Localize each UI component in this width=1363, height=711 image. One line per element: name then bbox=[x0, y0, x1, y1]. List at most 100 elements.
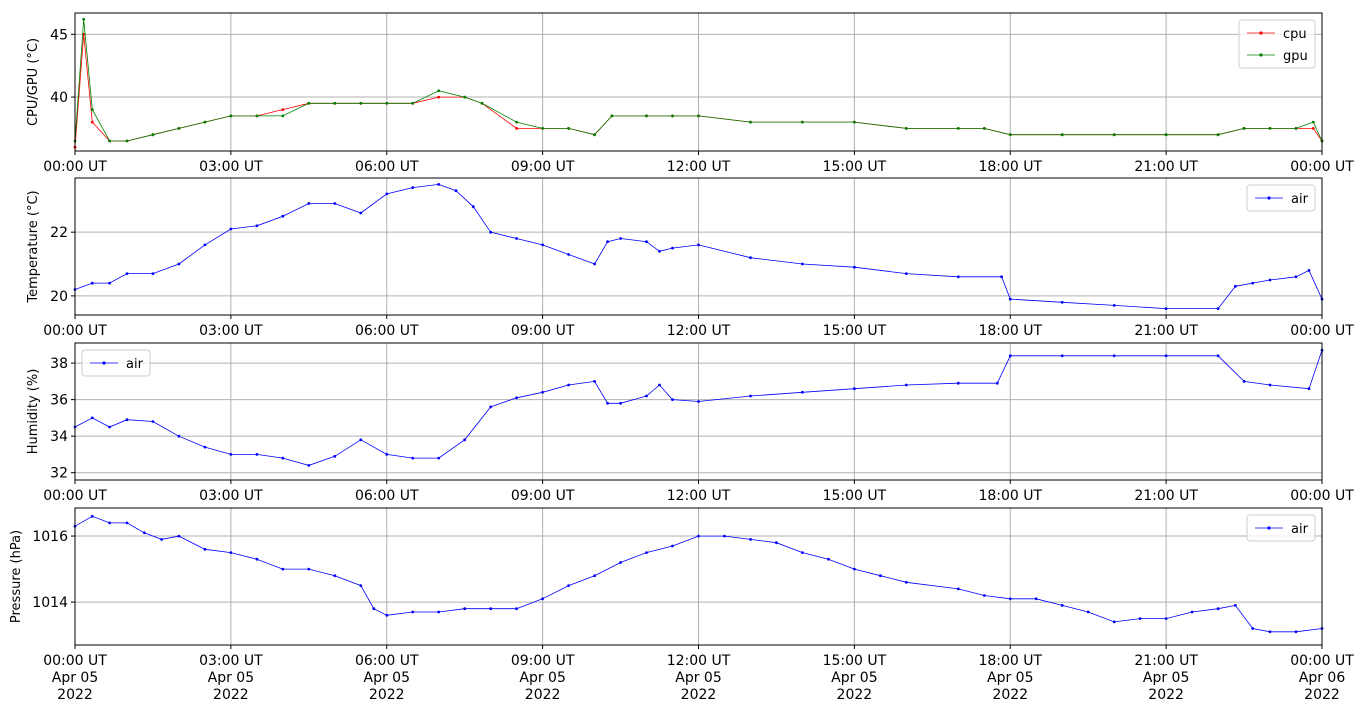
data-point-air bbox=[454, 189, 458, 193]
x-year-label: 2022 bbox=[369, 687, 405, 703]
data-point-air bbox=[593, 262, 596, 266]
data-point-gpu bbox=[82, 17, 86, 21]
legend-marker-cpu bbox=[1259, 31, 1263, 35]
x-tick-label: 00:00 UT bbox=[43, 653, 107, 669]
x-tick-label: 12:00 UT bbox=[667, 488, 731, 504]
data-point-gpu bbox=[281, 114, 285, 118]
data-point-air bbox=[203, 243, 207, 247]
data-point-air bbox=[749, 256, 752, 260]
data-point-air bbox=[995, 381, 999, 385]
data-point-air bbox=[281, 214, 285, 218]
data-point-air bbox=[151, 272, 155, 275]
data-point-air bbox=[1294, 275, 1298, 279]
data-point-air bbox=[1216, 354, 1220, 358]
data-point-air bbox=[1190, 610, 1194, 614]
data-point-air bbox=[541, 390, 544, 394]
data-point-gpu bbox=[1311, 120, 1315, 124]
data-point-air bbox=[142, 531, 146, 535]
data-point-air bbox=[125, 521, 129, 525]
data-point-air bbox=[567, 584, 570, 587]
x-date-label: Apr 05 bbox=[519, 670, 565, 686]
data-point-air bbox=[1112, 304, 1116, 307]
data-point-cpu bbox=[515, 126, 518, 130]
data-point-air bbox=[385, 613, 389, 617]
data-point-air bbox=[385, 192, 389, 196]
x-year-label: 2022 bbox=[57, 687, 93, 703]
data-point-air bbox=[1234, 604, 1237, 607]
data-point-air bbox=[437, 610, 441, 614]
data-point-gpu bbox=[801, 120, 804, 124]
x-year-label: 2022 bbox=[992, 687, 1028, 703]
x-tick-label: 21:00 UT bbox=[1134, 159, 1198, 175]
data-point-air bbox=[1268, 278, 1272, 282]
data-point-air bbox=[697, 534, 700, 538]
data-point-air bbox=[904, 383, 908, 387]
legend: cpu gpu bbox=[1238, 19, 1316, 69]
data-point-air bbox=[1164, 354, 1168, 358]
x-tick-label: 18:00 UT bbox=[978, 159, 1042, 175]
data-point-gpu bbox=[177, 126, 181, 130]
data-point-air bbox=[90, 514, 94, 518]
x-tick-label: 15:00 UT bbox=[823, 159, 887, 175]
x-year-label: 2022 bbox=[681, 687, 717, 703]
data-point-air bbox=[606, 401, 609, 405]
data-point-air bbox=[853, 387, 856, 391]
x-tick-label: 15:00 UT bbox=[823, 488, 887, 504]
data-point-gpu bbox=[1060, 133, 1064, 137]
data-point-air bbox=[307, 567, 311, 571]
legend-label-air: air bbox=[1291, 522, 1309, 537]
x-date-label: Apr 05 bbox=[675, 670, 721, 686]
data-point-gpu bbox=[982, 126, 986, 130]
x-tick-label: 09:00 UT bbox=[511, 159, 575, 175]
x-date-label: Apr 05 bbox=[831, 670, 877, 686]
x-tick-label: 18:00 UT bbox=[978, 653, 1042, 669]
data-point-air bbox=[1268, 383, 1272, 387]
x-year-label: 2022 bbox=[213, 687, 249, 703]
data-point-cpu bbox=[90, 120, 94, 124]
data-point-gpu bbox=[515, 120, 518, 124]
data-point-air bbox=[1086, 610, 1090, 614]
data-point-air bbox=[203, 547, 207, 551]
data-point-air bbox=[541, 243, 544, 247]
data-point-air bbox=[229, 453, 233, 456]
data-point-air bbox=[671, 246, 674, 250]
data-point-air bbox=[255, 224, 259, 228]
data-point-air bbox=[359, 211, 363, 215]
data-point-gpu bbox=[480, 101, 484, 105]
data-point-gpu bbox=[853, 120, 856, 124]
data-point-air bbox=[229, 227, 233, 231]
data-point-cpu bbox=[437, 95, 441, 99]
data-point-air bbox=[697, 400, 700, 403]
data-point-gpu bbox=[1164, 133, 1168, 137]
data-point-air bbox=[229, 551, 233, 554]
data-point-air bbox=[125, 272, 129, 275]
data-point-air bbox=[956, 381, 960, 385]
legend: air bbox=[1246, 514, 1316, 542]
x-tick-label: 12:00 UT bbox=[667, 653, 731, 669]
data-point-gpu bbox=[697, 114, 700, 118]
data-point-air bbox=[904, 580, 908, 584]
x-date-label: Apr 05 bbox=[208, 670, 254, 686]
y-axis-label: Temperature (°C) bbox=[26, 190, 41, 303]
data-point-air bbox=[1112, 620, 1116, 624]
data-point-gpu bbox=[541, 126, 544, 130]
data-point-air bbox=[333, 574, 337, 578]
x-tick-label: 00:00 UT bbox=[1290, 488, 1354, 504]
x-tick-label: 18:00 UT bbox=[978, 488, 1042, 504]
data-point-air bbox=[411, 456, 415, 460]
data-point-air bbox=[1307, 269, 1311, 272]
data-point-gpu bbox=[385, 101, 389, 105]
data-point-air bbox=[1216, 607, 1220, 611]
data-point-gpu bbox=[1242, 126, 1246, 130]
data-point-gpu bbox=[333, 101, 337, 105]
y-tick-label: 40 bbox=[50, 90, 68, 106]
data-point-gpu bbox=[904, 126, 908, 130]
data-point-air bbox=[372, 607, 376, 611]
data-point-gpu bbox=[255, 114, 259, 118]
data-point-air bbox=[1251, 627, 1255, 630]
x-tick-label: 12:00 UT bbox=[667, 323, 731, 339]
x-tick-label: 21:00 UT bbox=[1134, 488, 1198, 504]
data-point-air bbox=[177, 262, 181, 266]
legend: air bbox=[1246, 184, 1316, 212]
